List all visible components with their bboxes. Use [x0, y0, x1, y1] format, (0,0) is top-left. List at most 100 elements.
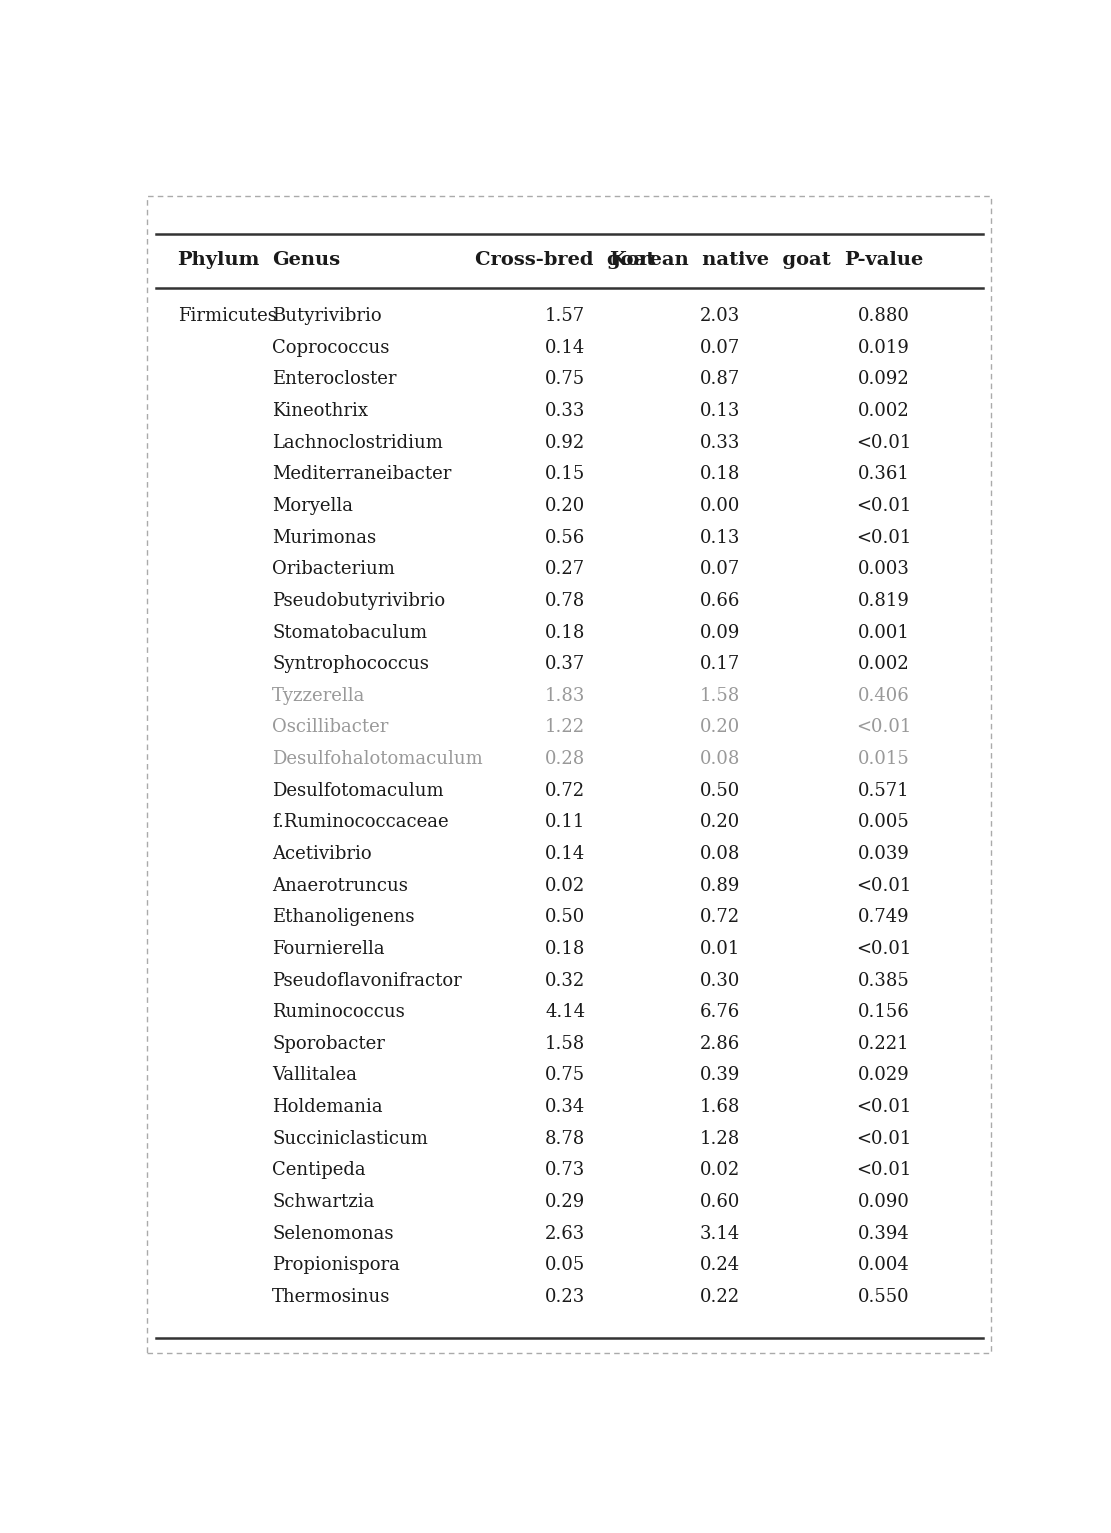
Text: 0.15: 0.15 [546, 466, 585, 483]
Text: 0.550: 0.550 [858, 1288, 910, 1306]
Text: 0.28: 0.28 [546, 750, 585, 768]
Text: Vallitalea: Vallitalea [272, 1067, 358, 1084]
Text: 1.83: 1.83 [544, 687, 585, 705]
Text: 0.14: 0.14 [546, 339, 585, 357]
Text: 0.005: 0.005 [858, 814, 910, 831]
Text: 0.02: 0.02 [700, 1162, 740, 1179]
Text: 0.11: 0.11 [544, 814, 585, 831]
Text: 0.039: 0.039 [858, 845, 910, 863]
Text: Stomatobaculum: Stomatobaculum [272, 624, 428, 641]
Text: 0.13: 0.13 [700, 529, 740, 547]
Text: 0.24: 0.24 [700, 1256, 740, 1274]
Text: Oscillibacter: Oscillibacter [272, 719, 389, 736]
Text: 0.361: 0.361 [858, 466, 910, 483]
Text: 1.57: 1.57 [546, 307, 585, 325]
Text: 4.14: 4.14 [546, 1003, 585, 1021]
Text: 0.14: 0.14 [546, 845, 585, 863]
Text: 0.34: 0.34 [546, 1098, 585, 1116]
Text: 0.394: 0.394 [858, 1225, 910, 1243]
Text: Cross-bred  goat: Cross-bred goat [476, 250, 655, 268]
Text: f.Ruminococcaceae: f.Ruminococcaceae [272, 814, 449, 831]
Text: 0.01: 0.01 [700, 940, 740, 958]
Text: 0.05: 0.05 [546, 1256, 585, 1274]
Text: Korean  native  goat: Korean native goat [610, 250, 830, 268]
Text: Mediterraneibacter: Mediterraneibacter [272, 466, 452, 483]
Text: Pseudobutyrivibrio: Pseudobutyrivibrio [272, 592, 446, 610]
Text: 0.92: 0.92 [546, 434, 585, 452]
Text: 0.72: 0.72 [700, 908, 740, 926]
Text: <0.01: <0.01 [855, 497, 911, 515]
Text: Anaerotruncus: Anaerotruncus [272, 877, 408, 895]
Text: Firmicutes: Firmicutes [178, 307, 277, 325]
Text: Butyrivibrio: Butyrivibrio [272, 307, 382, 325]
Text: <0.01: <0.01 [855, 877, 911, 895]
Text: Phylum: Phylum [178, 250, 260, 268]
Text: 0.75: 0.75 [546, 371, 585, 388]
Text: 0.385: 0.385 [858, 972, 910, 989]
Text: Fournierella: Fournierella [272, 940, 384, 958]
Text: <0.01: <0.01 [855, 719, 911, 736]
Text: 0.73: 0.73 [546, 1162, 585, 1179]
Text: 0.50: 0.50 [546, 908, 585, 926]
Text: 0.87: 0.87 [700, 371, 740, 388]
Text: 0.29: 0.29 [546, 1193, 585, 1211]
Text: Desulfohalotomaculum: Desulfohalotomaculum [272, 750, 483, 768]
Text: 1.58: 1.58 [546, 1035, 585, 1053]
Text: Acetivibrio: Acetivibrio [272, 845, 372, 863]
Text: 0.27: 0.27 [546, 560, 585, 578]
Text: 0.749: 0.749 [858, 908, 910, 926]
Text: 0.23: 0.23 [546, 1288, 585, 1306]
Text: Genus: Genus [272, 250, 340, 268]
Text: 0.18: 0.18 [700, 466, 740, 483]
Text: 0.20: 0.20 [546, 497, 585, 515]
Text: 0.37: 0.37 [546, 655, 585, 673]
Text: 1.28: 1.28 [700, 1130, 740, 1148]
Text: 2.63: 2.63 [546, 1225, 585, 1243]
Text: 0.89: 0.89 [700, 877, 740, 895]
Text: 0.571: 0.571 [858, 782, 910, 800]
Text: Ethanoligenens: Ethanoligenens [272, 908, 414, 926]
Text: 0.001: 0.001 [858, 624, 910, 641]
Text: 0.029: 0.029 [858, 1067, 910, 1084]
Text: 0.406: 0.406 [858, 687, 910, 705]
Text: 0.56: 0.56 [546, 529, 585, 547]
Text: 0.002: 0.002 [858, 402, 910, 420]
Text: 0.33: 0.33 [544, 402, 585, 420]
Text: <0.01: <0.01 [855, 1130, 911, 1148]
Text: <0.01: <0.01 [855, 1098, 911, 1116]
Text: 0.092: 0.092 [858, 371, 910, 388]
Text: <0.01: <0.01 [855, 434, 911, 452]
Text: 0.221: 0.221 [858, 1035, 910, 1053]
Text: Moryella: Moryella [272, 497, 353, 515]
Text: 0.30: 0.30 [700, 972, 740, 989]
Text: Desulfotomaculum: Desulfotomaculum [272, 782, 444, 800]
Text: Murimonas: Murimonas [272, 529, 377, 547]
Text: P-value: P-value [844, 250, 923, 268]
Text: 2.03: 2.03 [700, 307, 740, 325]
Text: <0.01: <0.01 [855, 940, 911, 958]
Text: 0.08: 0.08 [700, 750, 740, 768]
Text: Sporobacter: Sporobacter [272, 1035, 386, 1053]
Text: 0.13: 0.13 [700, 402, 740, 420]
Text: 0.32: 0.32 [546, 972, 585, 989]
Text: 0.156: 0.156 [858, 1003, 910, 1021]
Text: 0.00: 0.00 [700, 497, 740, 515]
Text: Tyzzerella: Tyzzerella [272, 687, 366, 705]
Text: 0.17: 0.17 [700, 655, 740, 673]
Text: Succiniclasticum: Succiniclasticum [272, 1130, 428, 1148]
Text: 1.22: 1.22 [546, 719, 585, 736]
Text: 0.090: 0.090 [858, 1193, 910, 1211]
Text: 0.07: 0.07 [700, 560, 740, 578]
Text: 0.39: 0.39 [700, 1067, 740, 1084]
Text: 1.68: 1.68 [700, 1098, 740, 1116]
Text: 0.08: 0.08 [700, 845, 740, 863]
Text: 0.33: 0.33 [700, 434, 740, 452]
Text: Thermosinus: Thermosinus [272, 1288, 391, 1306]
Text: 0.72: 0.72 [546, 782, 585, 800]
Text: Schwartzia: Schwartzia [272, 1193, 374, 1211]
Text: Propionispora: Propionispora [272, 1256, 400, 1274]
Text: Holdemania: Holdemania [272, 1098, 383, 1116]
Text: 3.14: 3.14 [700, 1225, 740, 1243]
Text: Pseudoflavonifractor: Pseudoflavonifractor [272, 972, 462, 989]
Text: 0.78: 0.78 [546, 592, 585, 610]
